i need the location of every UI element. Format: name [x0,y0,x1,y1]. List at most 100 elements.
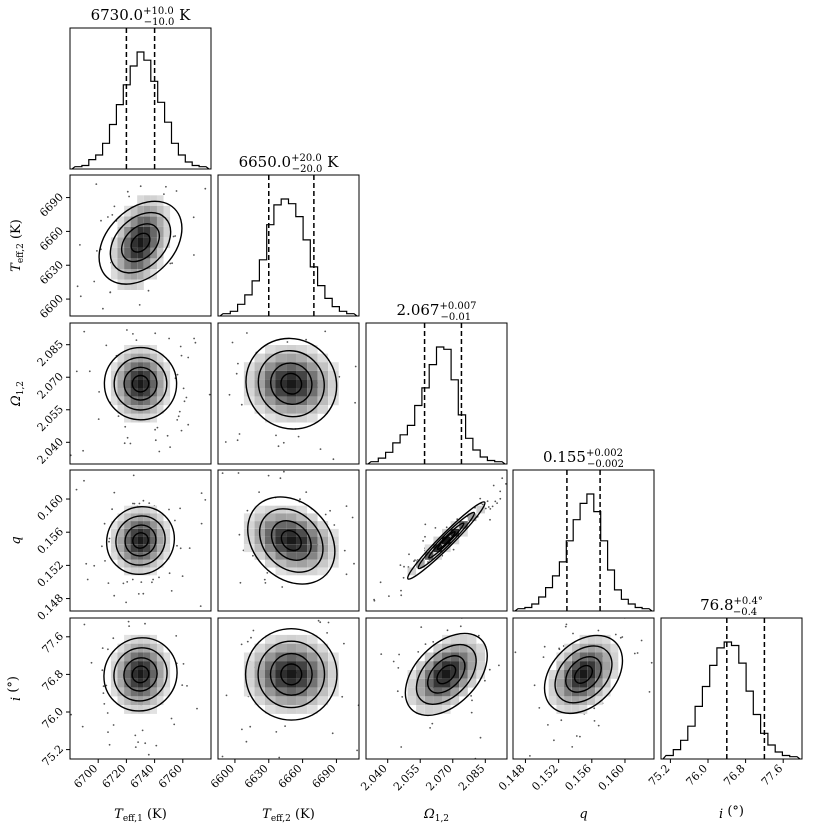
density-cell [307,413,318,423]
density-cell [117,237,125,248]
density-cell [307,678,318,688]
axis-label-main: T [262,807,272,822]
density-cell [130,226,138,238]
density-cell [137,687,144,697]
scatter-point [239,581,242,584]
density-cell [117,536,125,545]
density-cell [110,237,118,248]
scatter-point [171,154,173,156]
scatter-point [113,491,116,494]
scatter-point [263,578,266,581]
scatter-point [343,484,345,486]
density-cell [595,661,603,670]
density-cell [124,370,131,380]
panel-omega12-vs-omega12 [365,322,508,465]
scatter-point [354,401,356,404]
density-cell [143,536,151,545]
density-cell [117,353,125,363]
density-cell [143,521,151,529]
scatter-point [176,373,179,376]
scatter-point [152,578,155,581]
density-cell [476,661,485,670]
density-cell [143,678,151,688]
density-cell [156,544,164,553]
density-cell [130,345,138,354]
scatter-point [516,674,518,676]
x-tick-label: 2.055 [391,762,422,793]
density-cell [424,678,434,688]
scatter-point [169,446,172,448]
density-cell [137,216,144,227]
density-cell [150,652,157,662]
scatter-point [75,370,78,373]
panel-frame [217,469,360,612]
scatter-point [70,713,72,716]
scatter-point [565,623,568,626]
scatter-point [200,130,202,132]
density-cell [275,705,286,714]
y-tick-label: 77.6 [40,630,67,657]
density-cell [442,687,451,697]
scatter-point [177,415,180,418]
density-cell [433,687,442,697]
scatter-point [113,594,116,597]
scatter-point [331,732,334,735]
density-cell [328,670,339,679]
density-cell [265,705,276,714]
density-cell [407,687,417,697]
density-cell [265,661,276,670]
density-cell [117,559,125,568]
density-cell [564,670,572,679]
density-cell [124,559,131,568]
panel-frame [512,469,655,612]
density-cell [163,536,171,545]
contour-level-2 [270,520,312,561]
axis-label-main: i [719,807,723,822]
diagonal-title-q: 0.155+0.002 −0.002 [543,448,624,470]
diagonal-title-incl: 76.8+0.4° −0.4 [700,596,763,618]
density-cell [265,345,276,354]
scatter-point [123,442,126,445]
density-cell [442,634,451,644]
density-cell [110,678,118,688]
density-cell [137,559,144,568]
title-unit: K [322,153,339,171]
density-cell [296,536,308,545]
density-cell [150,353,157,363]
density-cell [130,528,138,537]
density-cell [296,413,308,423]
density-cell [124,405,131,414]
scatter-point [305,491,308,493]
density-cell [124,687,131,697]
scatter-point [484,507,487,510]
scatter-point [327,621,330,624]
axis-label-sub: 1,2 [16,381,26,395]
x-tick-label: 6660 [276,762,305,791]
title-minus: −0.4 [733,607,757,618]
scatter-point [166,338,168,340]
scatter-point [225,694,228,697]
scatter-point [363,368,365,370]
density-cell [265,544,276,553]
panel-incl-vs-omega12: 2.040 2.055 2.070 2.085 [358,617,518,793]
scatter-point [139,325,141,327]
density-cell [307,652,318,662]
scatter-point [492,484,495,487]
scatter-point [514,651,517,654]
scatter-point [118,319,120,321]
contour-level-2 [428,522,465,559]
panel-content [70,329,211,464]
scatter-point [264,582,267,584]
density-cell [307,370,318,380]
scatter-point [102,688,104,690]
scatter-point [237,472,240,474]
scatter-point [246,332,248,334]
scatter-point [379,581,382,584]
density-cell [416,678,425,688]
contour-level-2 [269,652,313,696]
scatter-point [633,652,636,655]
scatter-point [614,633,617,636]
title-value: 76.8 [700,596,733,614]
scatter-point [240,643,243,646]
contour-level-4 [105,505,176,576]
